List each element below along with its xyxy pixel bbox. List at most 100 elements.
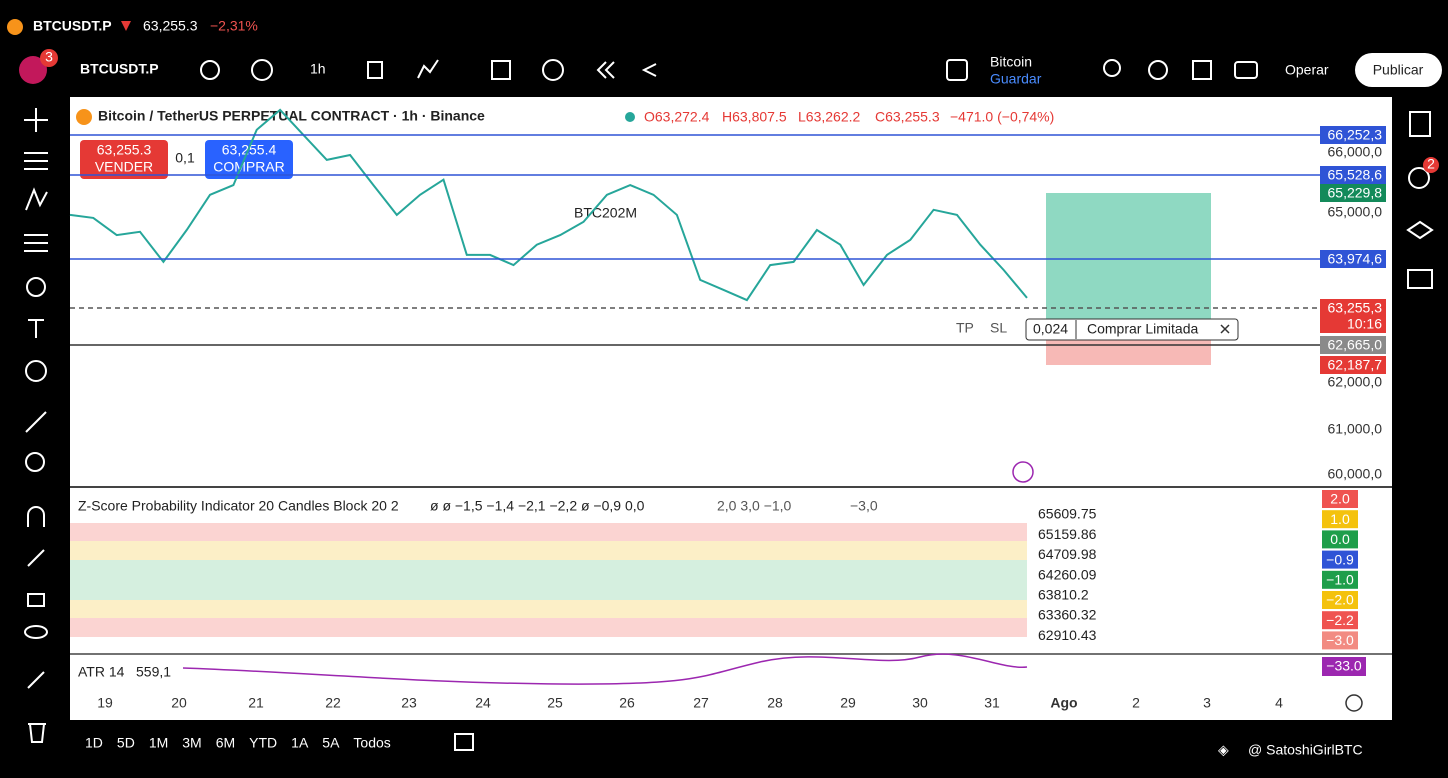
sell-button[interactable]: [80, 140, 168, 179]
link-tool[interactable]: [27, 671, 45, 689]
spread: 0,1: [175, 150, 195, 166]
price-axis-label: 66,000,0: [1328, 144, 1383, 160]
price-label-bg: [1320, 250, 1386, 268]
price-axis-label: 61,000,0: [1328, 421, 1383, 437]
buy-button[interactable]: [205, 140, 293, 179]
zscore-band: [70, 541, 1027, 560]
range-button[interactable]: 1M: [149, 735, 168, 751]
zscore-band: [70, 523, 1027, 541]
range-button[interactable]: 1A: [291, 735, 309, 751]
visibility-tool[interactable]: [24, 625, 48, 639]
zoom-tool[interactable]: [25, 452, 45, 472]
layers-icon[interactable]: [1406, 220, 1434, 240]
compare-icon[interactable]: [200, 60, 220, 80]
ohlc-close: C63,255.3: [875, 109, 940, 125]
tab-symbol: BTCUSDT.P: [33, 18, 112, 34]
order-sl[interactable]: SL: [990, 320, 1007, 336]
trade-button[interactable]: Operar: [1285, 62, 1329, 78]
publish-label: Publicar: [1373, 62, 1424, 78]
zscore-badge: [1322, 510, 1358, 529]
range-button[interactable]: Todos: [353, 735, 390, 751]
atr-line: [182, 653, 1028, 685]
undo-icon[interactable]: [641, 63, 657, 77]
add-icon[interactable]: [251, 59, 273, 81]
range-button[interactable]: YTD: [249, 735, 277, 751]
draw-mode-tool[interactable]: [27, 549, 45, 567]
pattern-tool[interactable]: [25, 187, 48, 211]
order-box[interactable]: [1025, 318, 1239, 341]
zscore-level: 63810.2: [1038, 587, 1089, 603]
time-axis-label: Ago: [1050, 695, 1077, 711]
ruler-tool[interactable]: [25, 411, 47, 433]
fullscreen-icon[interactable]: [1192, 60, 1212, 80]
layout-save[interactable]: Guardar: [990, 71, 1042, 87]
alerts-icon[interactable]: [1408, 167, 1430, 189]
chat-icon[interactable]: [1407, 269, 1433, 289]
zscore-level: 64260.09: [1038, 566, 1097, 582]
market-status: [625, 112, 635, 122]
emoji-tool[interactable]: [25, 360, 47, 382]
layout-icon[interactable]: [491, 60, 511, 80]
price-label: 66,252,3: [1328, 127, 1383, 143]
zscore-badge-label: −2.2: [1326, 612, 1354, 628]
time-axis-label: 22: [325, 695, 341, 711]
order-label: Comprar Limitada: [1087, 321, 1198, 337]
fib-tool[interactable]: [24, 234, 48, 252]
down-arrow: [121, 21, 131, 31]
search-icon[interactable]: [1103, 59, 1121, 77]
watchlist-icon[interactable]: [1409, 111, 1431, 137]
range-button[interactable]: 5A: [322, 735, 340, 751]
axis-settings[interactable]: [1345, 694, 1363, 712]
zscore-values: ø ø −1,5 −1,4 −2,1 −2,2 ø −0,9 0,0: [430, 498, 645, 514]
atr-badge: [1322, 657, 1366, 676]
range-button[interactable]: 6M: [216, 735, 235, 751]
zscore-band: [70, 618, 1027, 637]
trash-tool[interactable]: [28, 723, 46, 743]
range-button[interactable]: 3M: [182, 735, 201, 751]
zscore-level: 64709.98: [1038, 546, 1097, 562]
price-label-bg: [1320, 315, 1386, 333]
zscore-badge-label: −1.0: [1326, 572, 1354, 588]
zscore-title: Z-Score Probability Indicator 20 Candles…: [78, 498, 399, 514]
long-position-profit[interactable]: [1046, 193, 1211, 320]
layout-name[interactable]: Bitcoin: [990, 54, 1032, 70]
indicators-icon[interactable]: [417, 59, 439, 79]
tab-change: −2,31%: [210, 18, 258, 34]
interval-button[interactable]: 1h: [310, 61, 326, 77]
atr-badge-label: −33.0: [1326, 658, 1362, 674]
lines-tool[interactable]: [24, 152, 48, 170]
order-tp[interactable]: TP: [956, 320, 974, 336]
alert-icon[interactable]: [542, 59, 564, 81]
magnet-tool[interactable]: [27, 506, 45, 527]
time-axis-label: 27: [693, 695, 709, 711]
long-position-loss[interactable]: [1046, 336, 1211, 365]
text-tool[interactable]: [28, 319, 44, 338]
right-sidebar: [1406, 111, 1434, 289]
avatar[interactable]: [19, 56, 47, 84]
ohlc-change: −471.0 (−0,74%): [950, 109, 1054, 125]
date-range-icon[interactable]: [454, 733, 474, 751]
settings-icon[interactable]: [1148, 60, 1168, 80]
time-axis-label: 28: [767, 695, 783, 711]
zscore-badge: [1322, 611, 1358, 630]
event-icon[interactable]: [1012, 461, 1034, 483]
candle-icon[interactable]: [367, 61, 383, 79]
zscore-badge: [1322, 530, 1358, 549]
price-label: 65,229,8: [1328, 185, 1383, 201]
chart-title: Bitcoin / TetherUS PERPETUAL CONTRACT · …: [98, 108, 485, 124]
watermark: @ SatoshiGirlBTC: [1248, 742, 1363, 758]
range-button[interactable]: 1D: [85, 735, 103, 751]
measure-tool[interactable]: [26, 277, 46, 297]
order-close[interactable]: [1220, 324, 1230, 334]
layout-box[interactable]: [946, 59, 968, 81]
time-axis-label: 4: [1275, 695, 1283, 711]
crosshair-tool[interactable]: [24, 108, 48, 132]
symbol-button[interactable]: BTCUSDT.P: [80, 61, 159, 77]
publish-button[interactable]: [1355, 53, 1442, 87]
zscore-badge: [1322, 591, 1358, 609]
replay-icon[interactable]: [596, 61, 615, 79]
lock-tool[interactable]: [27, 593, 45, 607]
camera-icon[interactable]: [1234, 61, 1258, 79]
range-button[interactable]: 5D: [117, 735, 135, 751]
